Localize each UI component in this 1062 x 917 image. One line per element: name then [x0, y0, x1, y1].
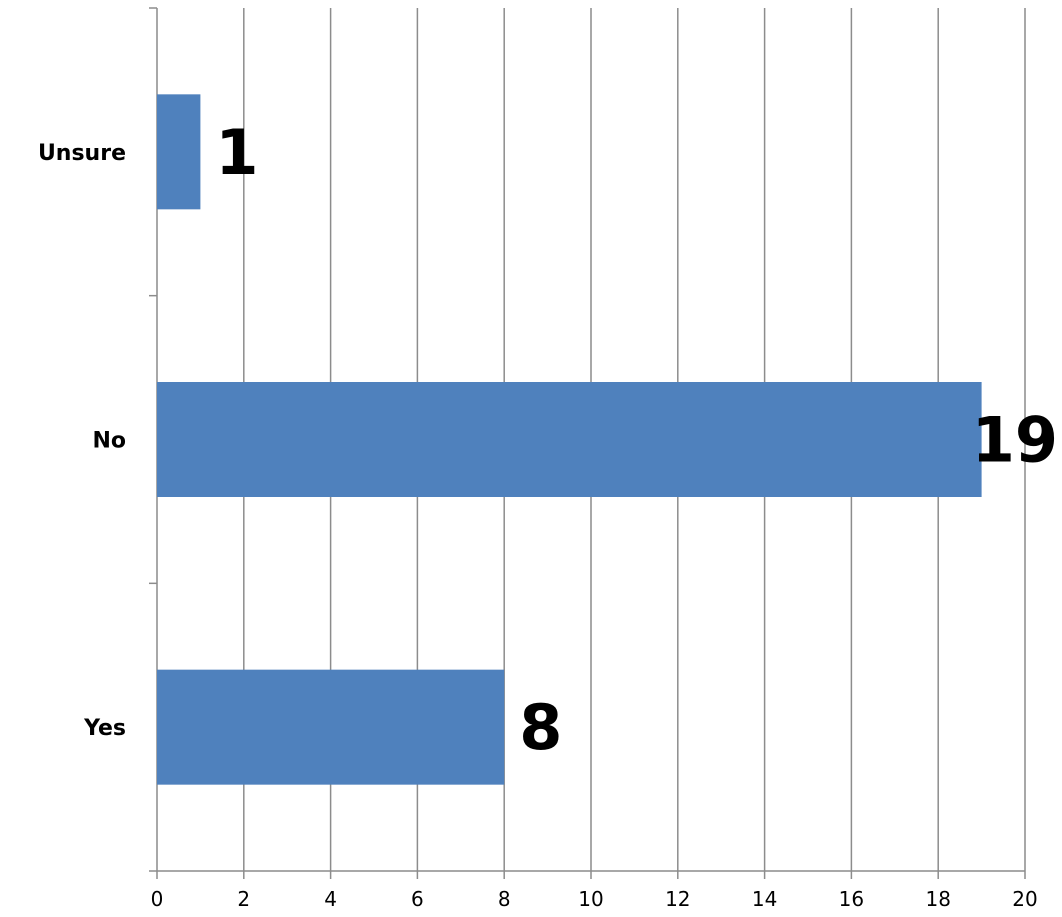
x-tick-label-20: 20 [1012, 887, 1037, 911]
category-labels: Unsure No Yes [38, 141, 126, 741]
x-tick-label-12: 12 [665, 887, 690, 911]
data-label-unsure: 1 [215, 116, 258, 189]
category-label-yes: Yes [83, 716, 126, 741]
x-tick-labels: 0 2 4 6 8 10 12 14 16 18 20 [151, 887, 1038, 911]
category-label-no: No [92, 429, 126, 454]
x-tick-label-6: 6 [411, 887, 424, 911]
bar-yes [157, 669, 505, 785]
x-tick-label-4: 4 [324, 887, 337, 911]
data-label-no: 19 [972, 404, 1058, 477]
x-tick-label-10: 10 [578, 887, 603, 911]
bar-unsure [157, 94, 201, 210]
x-tick-label-18: 18 [925, 887, 950, 911]
bar-no [157, 382, 982, 497]
data-label-yes: 8 [519, 691, 562, 764]
bars [157, 94, 982, 785]
x-tick-label-2: 2 [237, 887, 250, 911]
x-tick-label-8: 8 [498, 887, 511, 911]
x-tick-label-14: 14 [752, 887, 777, 911]
category-label-unsure: Unsure [38, 141, 126, 166]
data-labels: 1 19 8 [215, 116, 1058, 764]
x-tick-label-0: 0 [151, 887, 164, 911]
x-tick-label-16: 16 [839, 887, 864, 911]
